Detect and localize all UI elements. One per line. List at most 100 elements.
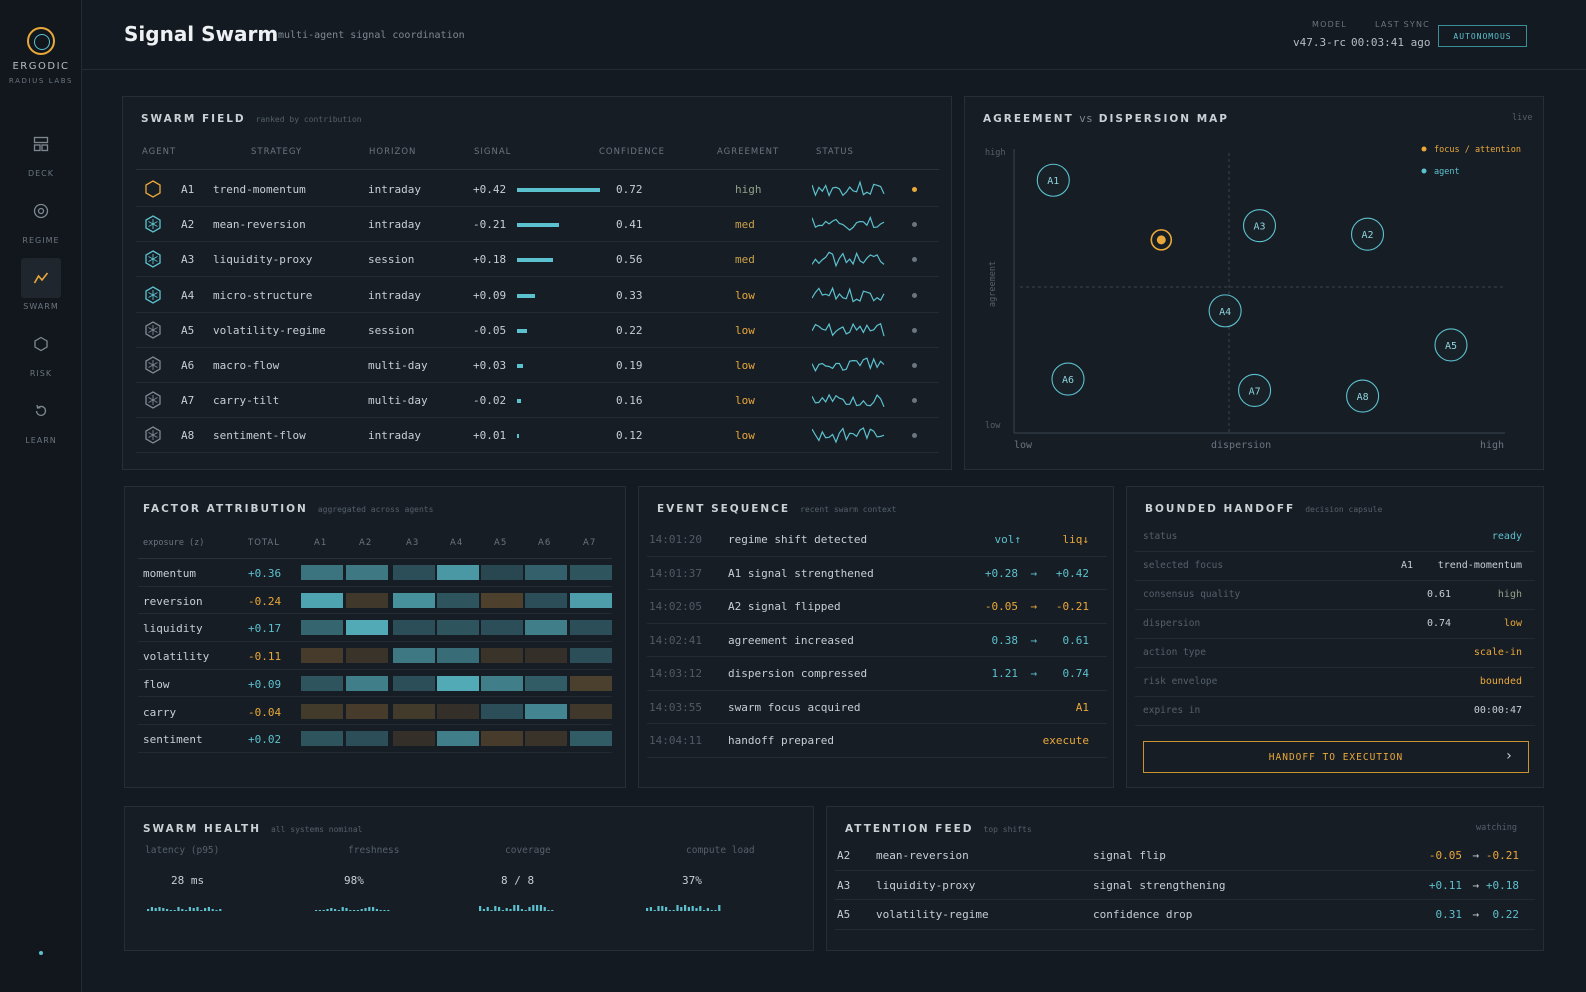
heat-cell[interactable]: [346, 565, 388, 580]
heat-cell[interactable]: [481, 731, 523, 747]
heat-cell[interactable]: [346, 620, 388, 636]
metric-value: 28 ms: [171, 874, 205, 887]
factor-name: carry: [143, 705, 177, 719]
heat-cell[interactable]: [570, 731, 612, 747]
nav-swarm[interactable]: [21, 258, 61, 298]
heat-cell[interactable]: [481, 648, 523, 664]
heat-cell[interactable]: [570, 565, 612, 580]
agent-point[interactable]: A8: [1346, 379, 1380, 413]
heat-cell[interactable]: [525, 731, 567, 747]
attention-row[interactable]: A2 mean-reversion signal flip -0.05 → -0.21: [835, 841, 1535, 871]
status-dot: [912, 292, 917, 298]
agent-row[interactable]: A5 volatility-regime session -0.05 0.22 low: [136, 313, 939, 348]
nav-regime[interactable]: [21, 191, 61, 231]
nav-learn[interactable]: [21, 391, 61, 431]
heat-cell[interactable]: [525, 648, 567, 664]
heat-cell[interactable]: [301, 703, 343, 719]
handoff-value: 00:00:47: [1473, 705, 1522, 716]
focus-point[interactable]: [1150, 229, 1173, 251]
arrow-icon: →: [1030, 667, 1037, 680]
heat-cell[interactable]: [481, 620, 523, 636]
heat-cell[interactable]: [481, 675, 523, 691]
agent-point[interactable]: A1: [1036, 163, 1070, 197]
status-sparkline: [812, 216, 885, 232]
handoff-button[interactable]: HANDOFF TO EXECUTION ›: [1143, 741, 1529, 773]
heat-cell[interactable]: [393, 565, 435, 580]
status-dot: [912, 433, 917, 439]
mode-badge[interactable]: AUTONOMOUS: [1438, 25, 1527, 47]
heat-cell[interactable]: [393, 731, 435, 747]
agent-row[interactable]: A4 micro-structure intraday +0.09 0.33 low: [136, 278, 939, 313]
factor-total: +0.09: [248, 677, 282, 691]
nav-risk[interactable]: [21, 324, 61, 364]
heat-cell[interactable]: [301, 675, 343, 691]
agreement-map[interactable]: high low agreement low dispersion high f…: [965, 97, 1545, 471]
heat-cell[interactable]: [525, 675, 567, 691]
metric-spark: [479, 905, 554, 911]
heat-cell[interactable]: [437, 648, 479, 664]
agent-row[interactable]: A3 liquidity-proxy session +0.18 0.56 med: [136, 242, 939, 278]
heat-cell[interactable]: [525, 620, 567, 636]
heat-cell[interactable]: [481, 565, 523, 580]
heat-cell[interactable]: [393, 648, 435, 664]
heat-cell[interactable]: [346, 648, 388, 664]
heat-cell[interactable]: [301, 648, 343, 664]
heat-cell[interactable]: [393, 675, 435, 691]
grid-icon: [33, 136, 49, 152]
heat-cell[interactable]: [301, 620, 343, 636]
heat-cell[interactable]: [437, 731, 479, 747]
heat-cell[interactable]: [570, 620, 612, 636]
sync-label: LAST SYNC: [1375, 20, 1430, 29]
heat-cell[interactable]: [481, 592, 523, 608]
heat-cell[interactable]: [525, 592, 567, 608]
heat-cell[interactable]: [481, 703, 523, 719]
heat-cell[interactable]: [525, 565, 567, 580]
heat-cell[interactable]: [301, 592, 343, 608]
heat-cell[interactable]: [437, 565, 479, 580]
heat-cell[interactable]: [525, 703, 567, 719]
agent-point[interactable]: A3: [1242, 209, 1277, 243]
agent-row[interactable]: A7 carry-tilt multi-day -0.02 0.16 low: [136, 383, 939, 419]
heat-cell[interactable]: [570, 592, 612, 608]
nav-deck[interactable]: [21, 124, 61, 164]
heat-cell[interactable]: [570, 703, 612, 719]
handoff-value: high: [1497, 589, 1522, 600]
handoff-v1: A1: [1401, 560, 1414, 571]
attention-row[interactable]: A5 volatility-regime confidence drop 0.31 → 0…: [835, 900, 1535, 930]
heat-cell[interactable]: [570, 648, 612, 664]
agent-signal: +0.03: [473, 359, 507, 372]
heat-cell[interactable]: [346, 675, 388, 691]
agent-horizon: session: [368, 253, 415, 267]
sparkline: [812, 357, 885, 373]
agent-point[interactable]: A6: [1051, 362, 1085, 396]
heat-cell[interactable]: [393, 620, 435, 636]
agent-strategy: sentiment-flow: [213, 429, 306, 443]
heat-cell[interactable]: [437, 620, 479, 636]
heat-cell[interactable]: [346, 592, 388, 608]
status-sparkline: [812, 286, 885, 303]
heat-cell[interactable]: [346, 703, 388, 719]
heat-cell[interactable]: [301, 565, 343, 580]
agent-point[interactable]: A7: [1238, 373, 1272, 407]
heat-cell[interactable]: [437, 703, 479, 719]
heat-cell[interactable]: [301, 731, 343, 747]
heat-cell[interactable]: [346, 731, 388, 747]
heat-cell[interactable]: [570, 675, 612, 691]
attention-row[interactable]: A3 liquidity-proxy signal strengthening +0.…: [835, 871, 1535, 900]
event-from: 0.38: [991, 633, 1019, 647]
agent-row[interactable]: A1 trend-momentum intraday +0.42 0.72 high: [136, 172, 939, 207]
heat-cell[interactable]: [437, 592, 479, 608]
agent-row[interactable]: A2 mean-reversion intraday -0.21 0.41 med: [136, 207, 939, 243]
signal-bar: [517, 223, 559, 228]
heat-cell[interactable]: [393, 592, 435, 608]
agent-hex-icon: [145, 285, 161, 304]
agent-point[interactable]: A4: [1208, 294, 1242, 328]
heat-cell[interactable]: [437, 675, 479, 691]
agent-row[interactable]: A6 macro-flow multi-day +0.03 0.19 low: [136, 348, 939, 383]
agent-point[interactable]: A2: [1350, 217, 1385, 251]
handoff-value: trend-momentum: [1437, 560, 1522, 571]
heat-cell[interactable]: [393, 703, 435, 719]
agent-point[interactable]: A5: [1434, 328, 1468, 362]
event-text: handoff prepared: [728, 734, 834, 747]
agent-row[interactable]: A8 sentiment-flow intraday +0.01 0.12 low: [136, 418, 939, 454]
